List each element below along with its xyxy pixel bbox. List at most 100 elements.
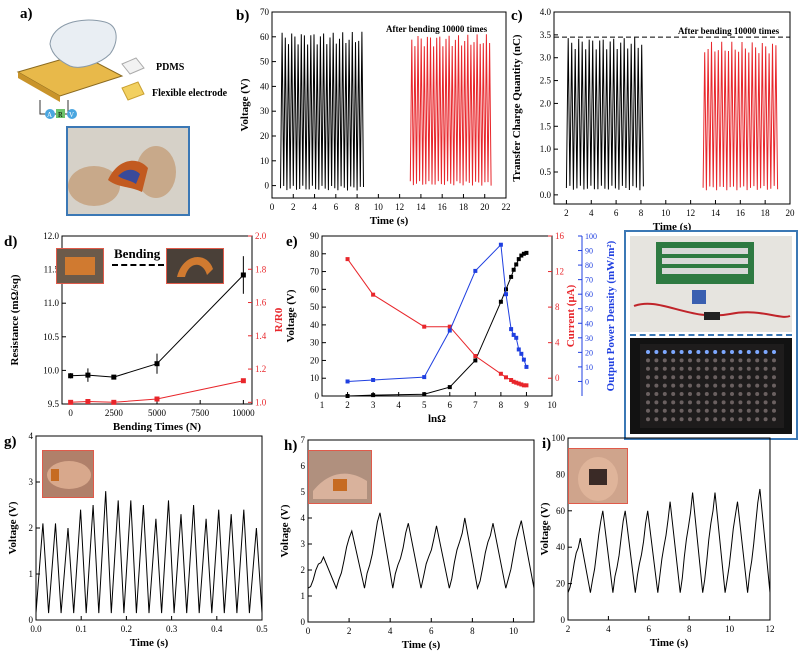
data-point — [519, 351, 524, 356]
led — [772, 408, 776, 413]
series-black — [280, 31, 364, 191]
x-tick-label: 4 — [396, 400, 401, 410]
y-tick-label: 3.0 — [540, 53, 552, 63]
y-tick-label: 10.0 — [43, 365, 59, 375]
led — [713, 383, 718, 388]
led — [763, 400, 768, 405]
led — [746, 350, 751, 354]
y-right1-tick-label: 0 — [555, 373, 560, 383]
led — [671, 392, 676, 396]
y-tick-label: 7 — [301, 435, 306, 445]
led — [772, 350, 776, 354]
led — [704, 408, 709, 413]
data-point — [240, 378, 246, 384]
led — [713, 400, 718, 405]
finger-icon — [49, 19, 117, 68]
led — [688, 358, 692, 363]
x-tick-label: 18 — [459, 202, 469, 212]
data-point — [345, 394, 350, 398]
data-point — [514, 262, 519, 267]
series-power — [347, 243, 527, 382]
led — [713, 392, 718, 396]
led — [662, 417, 667, 422]
y-right2-tick-label: 100 — [585, 232, 597, 241]
led — [730, 366, 734, 371]
led — [763, 358, 768, 363]
led — [738, 408, 743, 413]
x-tick-label: 7500 — [191, 408, 210, 418]
panel-i-photo — [568, 448, 628, 504]
pdms-icon — [121, 57, 145, 75]
y-tick-label: 6 — [301, 461, 306, 471]
led — [730, 392, 734, 396]
data-point — [514, 380, 519, 385]
led — [730, 358, 734, 363]
led — [763, 383, 768, 388]
led — [671, 350, 676, 354]
led — [671, 383, 676, 388]
x-tick-label: 7 — [473, 400, 478, 410]
data-point — [473, 354, 478, 358]
electrode-icon — [121, 81, 145, 101]
led — [730, 375, 734, 380]
y-right2-tick-label: 90 — [585, 247, 593, 256]
led — [662, 366, 667, 371]
x-tick-label: 6 — [448, 400, 453, 410]
panel-f-photo-leds — [630, 338, 792, 434]
circuit-v: V — [69, 111, 74, 119]
led — [704, 350, 709, 354]
x-tick-label: 8 — [470, 626, 475, 636]
panel-d-photo-bent — [166, 248, 224, 284]
led — [713, 375, 718, 380]
led — [704, 375, 709, 380]
led — [679, 350, 684, 354]
x-tick-label: 6 — [429, 626, 434, 636]
chart-e-load: 1 2 3 4 5 6 7 8 9 100102030405060708090lnΩVoltage… — [285, 232, 617, 425]
x-tick-label: 6 — [647, 624, 652, 634]
led — [730, 350, 734, 354]
led — [755, 392, 760, 396]
x-tick-label: 10000 — [232, 408, 255, 418]
series-black — [565, 37, 644, 191]
y-right-axis-label: R/R0 — [273, 307, 285, 332]
led — [772, 383, 776, 388]
x-tick-label: 10 — [661, 208, 671, 218]
y-axis-label: Voltage (V) — [285, 289, 297, 342]
data-point — [509, 274, 514, 279]
led — [696, 408, 701, 413]
bending-label: Bending — [114, 246, 161, 261]
y-axis-label: Voltage (V) — [279, 504, 291, 557]
x-tick-label: 0 — [68, 408, 73, 418]
x-tick-label: 20 — [786, 208, 796, 218]
circuit-r: R — [58, 111, 63, 119]
led — [679, 408, 684, 413]
y-right2-tick-label: 60 — [585, 290, 593, 299]
plot-frame — [553, 11, 791, 205]
chart-g-wrist: 0.0 0.1 0.2 0.3 0.4 0.5 0 1 2 3 4 Time (s) Voltage (… — [7, 432, 268, 649]
x-tick-label: 10 — [374, 202, 384, 212]
led — [713, 358, 718, 363]
led — [688, 400, 692, 405]
data-point — [68, 373, 74, 379]
data-point — [154, 396, 160, 402]
plot-frame — [567, 437, 771, 621]
plot-frame — [307, 439, 535, 623]
data-point — [516, 347, 521, 352]
series-red — [702, 41, 779, 191]
panel-label-a: a) — [20, 6, 33, 22]
x-axis-label: Time (s) — [653, 221, 692, 232]
led — [688, 366, 692, 371]
led — [688, 408, 692, 413]
led — [646, 408, 650, 413]
led — [755, 417, 760, 422]
led — [738, 400, 743, 405]
panel-label-b: b) — [236, 8, 250, 24]
x-tick-label: 2 — [345, 400, 350, 410]
led — [646, 358, 650, 363]
led — [662, 408, 667, 413]
x-tick-label: 0 — [270, 202, 275, 212]
x-tick-label: 16 — [438, 202, 448, 212]
led — [646, 350, 650, 354]
led — [721, 358, 726, 363]
y-right1-tick-label: 12 — [555, 267, 564, 277]
